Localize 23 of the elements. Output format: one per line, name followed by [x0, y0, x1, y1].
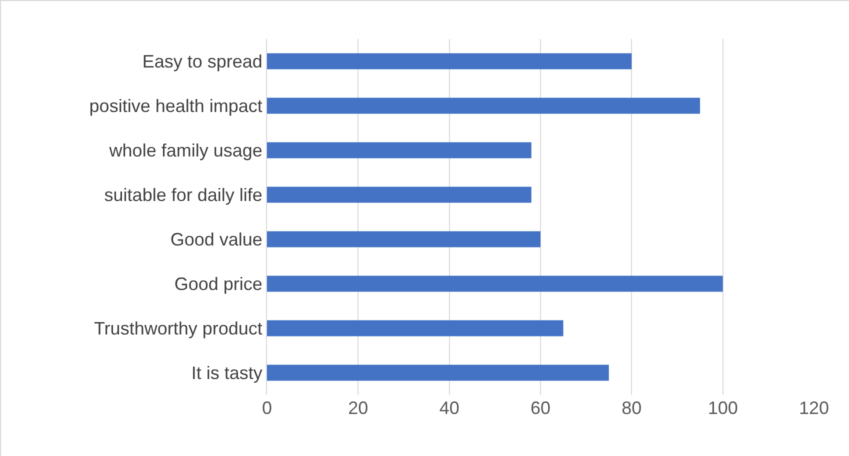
y-tick-label: Good value [170, 230, 262, 250]
bar [267, 276, 723, 292]
y-tick-label: Trusthworthy product [94, 318, 262, 339]
bar [267, 53, 632, 70]
x-tick-label: 80 [622, 398, 642, 418]
bar [267, 186, 532, 203]
bar [267, 98, 700, 114]
x-tick-label: 120 [798, 398, 830, 418]
y-tick-label: positive health impact [89, 96, 262, 116]
x-tick-label: 60 [530, 398, 551, 418]
x-tick-label: 100 [708, 398, 738, 418]
x-tick-label: 40 [439, 398, 460, 418]
x-tick-label: 0 [262, 398, 272, 418]
bar [267, 364, 609, 381]
bar [267, 231, 540, 248]
x-tick-label: 20 [348, 398, 368, 418]
y-tick-label: Easy to spread [142, 52, 262, 72]
y-tick-label: Good price [174, 274, 262, 294]
y-tick-label: suitable for daily life [104, 185, 262, 206]
y-tick-label: whole family usage [108, 140, 262, 161]
y-tick-label: It is tasty [191, 363, 262, 384]
bar [267, 142, 532, 158]
bar [267, 320, 564, 336]
